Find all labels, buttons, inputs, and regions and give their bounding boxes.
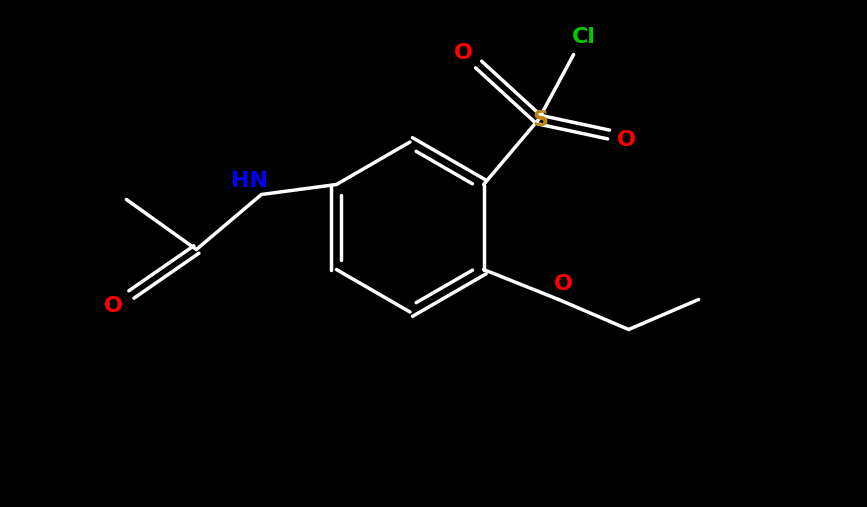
Text: O: O (617, 129, 636, 150)
Text: O: O (104, 297, 123, 316)
Text: Cl: Cl (571, 26, 596, 47)
Text: S: S (532, 110, 549, 129)
Text: O: O (554, 273, 573, 294)
Text: O: O (454, 43, 473, 62)
Text: HN: HN (231, 170, 268, 191)
